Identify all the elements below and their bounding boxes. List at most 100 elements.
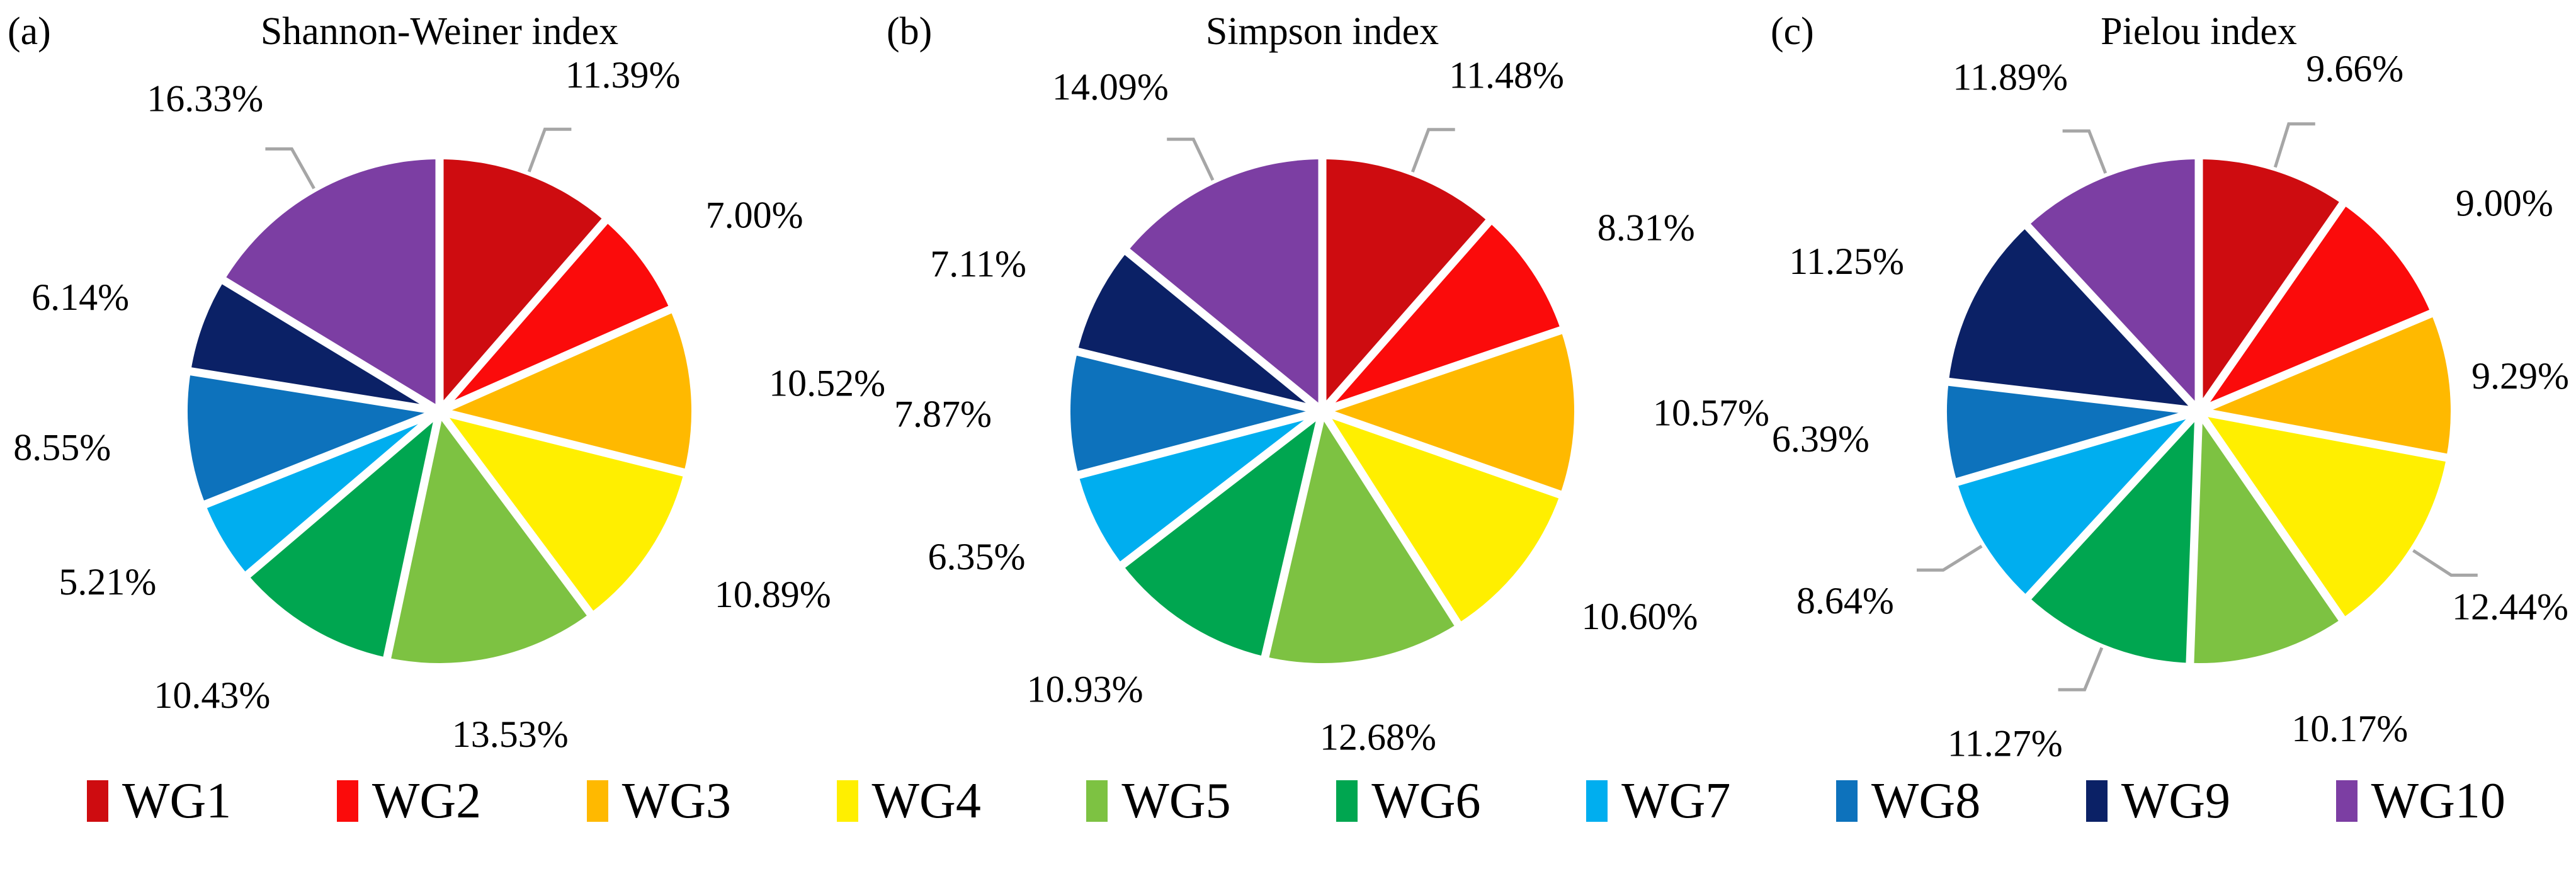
- pie-slice-WG9: [1077, 251, 1322, 411]
- pie-slice-WG10: [1127, 159, 1322, 411]
- slice-label-WG10: 14.09%: [1052, 66, 1169, 108]
- pie-slice-WG6: [2028, 411, 2199, 663]
- legend-item-wg6: WG6: [1336, 773, 1481, 829]
- slice-gap-line: [438, 305, 672, 415]
- legend-item-wg3: WG3: [586, 773, 731, 829]
- legend-swatch-wg5: [1086, 780, 1108, 822]
- legend: WG1 WG2 WG3 WG4 WG5 WG6 WG7 WG8 WG9 WG10: [0, 763, 2576, 839]
- legend-item-wg8: WG8: [1836, 776, 1980, 826]
- legend-label-wg8: WG8: [1871, 773, 1981, 829]
- slice-gap-line: [2195, 201, 2347, 414]
- legend-item-wg2: WG2: [336, 773, 482, 829]
- pie-slice-WG4: [440, 411, 684, 613]
- slice-gap-line: [1947, 377, 2199, 416]
- slice-label-WG9: 6.14%: [31, 276, 129, 318]
- legend-label-wg5: WG5: [1121, 773, 1231, 829]
- slice-gap-line: [1320, 407, 1562, 499]
- slice-label-WG5: 13.53%: [452, 713, 569, 755]
- slice-gap-line: [1320, 326, 1563, 416]
- slice-label-WG2: 9.00%: [2456, 182, 2553, 224]
- slice-gap-line: [1319, 409, 1462, 627]
- slice-label-WG9: 11.25%: [1789, 241, 1904, 282]
- slice-gap-line: [2024, 408, 2202, 600]
- legend-swatch-wg2: [336, 780, 358, 822]
- slice-gap-line: [2195, 409, 2346, 622]
- slice-label-WG10: 16.33%: [147, 77, 263, 119]
- slice-gap-line: [2197, 309, 2434, 415]
- legend-swatch-wg8: [1836, 780, 1858, 822]
- legend-label-wg7: WG7: [1621, 773, 1731, 829]
- panel-letter-a: (a): [8, 10, 51, 53]
- panel-letter-c: (c): [1771, 10, 1814, 53]
- leader-line-WG10: [265, 147, 315, 190]
- legend-item-wg7: WG7: [1586, 776, 1730, 826]
- slice-label-WG3: 10.57%: [1653, 392, 1769, 434]
- chart-title-pielou: Pielou index: [2101, 10, 2297, 53]
- legend-label-wg10: WG10: [2371, 773, 2505, 829]
- pie-slice-WG7: [1079, 411, 1322, 565]
- slice-gap-line: [438, 407, 686, 477]
- slice-label-WG4: 10.89%: [715, 574, 831, 615]
- slice-gap-line: [221, 276, 442, 415]
- pie-slice-WG3: [440, 309, 692, 473]
- legend-swatch-wg4: [836, 780, 858, 822]
- pie-slice-WG10: [2028, 159, 2199, 411]
- slice-label-WG8: 7.87%: [894, 394, 992, 435]
- slice-label-WG3: 10.52%: [769, 363, 885, 404]
- slice-label-WG9: 7.11%: [930, 243, 1026, 285]
- slice-gap-line: [436, 218, 609, 414]
- slice-gap-line: [1120, 407, 1325, 569]
- pie-slice-WG2: [440, 221, 670, 411]
- slice-gap-line: [203, 407, 441, 509]
- legend-swatch-wg3: [586, 780, 608, 822]
- legend-label-wg9: WG9: [2121, 773, 2231, 829]
- pie-slice-WG5: [2189, 411, 2342, 664]
- leader-line-WG4: [2412, 549, 2478, 577]
- legend-label-wg1: WG1: [122, 773, 232, 829]
- slice-gap-line: [436, 409, 594, 617]
- pie-slice-WG4: [2199, 411, 2447, 619]
- slice-label-WG6: 11.27%: [1948, 722, 2063, 764]
- pie-slice-WG10: [224, 159, 440, 411]
- slice-label-WG6: 10.43%: [154, 674, 270, 716]
- legend-swatch-wg10: [2335, 780, 2358, 822]
- legend-label-wg4: WG4: [871, 773, 981, 829]
- pie-slice-WG7: [205, 411, 440, 575]
- legend-swatch-wg7: [1586, 780, 1608, 822]
- legend-item-wg9: WG9: [2085, 773, 2231, 829]
- slice-label-WG8: 8.55%: [13, 427, 111, 469]
- slice-label-WG7: 6.35%: [928, 536, 1026, 577]
- leader-line-WG10: [2062, 129, 2108, 174]
- leader-line-WG6: [2058, 647, 2104, 691]
- slice-gap-line: [1261, 410, 1327, 658]
- legend-label-wg6: WG6: [1371, 773, 1481, 829]
- slice-gap-line: [1955, 407, 2200, 486]
- slice-gap-line: [2024, 223, 2202, 414]
- leader-line-WG1: [2273, 122, 2315, 168]
- leader-line-WG10: [1167, 137, 1215, 181]
- legend-label-wg2: WG2: [372, 773, 482, 829]
- slice-label-WG10: 11.89%: [1953, 56, 2068, 98]
- slice-gap-line: [1319, 219, 1492, 414]
- pie-slice-WG3: [1322, 330, 1575, 495]
- legend-item-wg5: WG5: [1086, 773, 1231, 829]
- pie-slice-WG6: [1122, 411, 1322, 657]
- slice-gap-line: [2198, 407, 2448, 462]
- slice-label-WG1: 9.66%: [2306, 48, 2403, 89]
- pie-chart-b: 11.48% 8.31% 10.57% 10.60% 12.68% 10.93% 6.35%…: [894, 55, 1769, 758]
- pie-slice-WG7: [1957, 411, 2199, 597]
- pie-chart-c: 9.66% 9.00% 9.29% 12.44% 10.17% 11.27% 8.64% 6.…: [1772, 48, 2569, 764]
- pie-slice-WG4: [1322, 411, 1560, 624]
- pie-slice-WG1: [440, 159, 605, 411]
- pie-slice-WG6: [247, 411, 440, 658]
- pie-slice-WG1: [2199, 159, 2343, 411]
- slice-gap-line: [1075, 347, 1324, 416]
- slice-gap-line: [2186, 411, 2203, 664]
- pie-chart-a: 11.39% 7.00% 10.52% 10.89% 13.53% 10.43% 5.21%…: [13, 54, 885, 755]
- legend-label-wg3: WG3: [621, 773, 731, 829]
- pie-slice-WG8: [1070, 351, 1322, 475]
- slice-gap-line: [244, 408, 443, 579]
- chart-title-simpson: Simpson index: [1205, 10, 1439, 53]
- slice-label-WG7: 5.21%: [59, 561, 156, 603]
- slice-label-WG3: 9.29%: [2471, 355, 2569, 397]
